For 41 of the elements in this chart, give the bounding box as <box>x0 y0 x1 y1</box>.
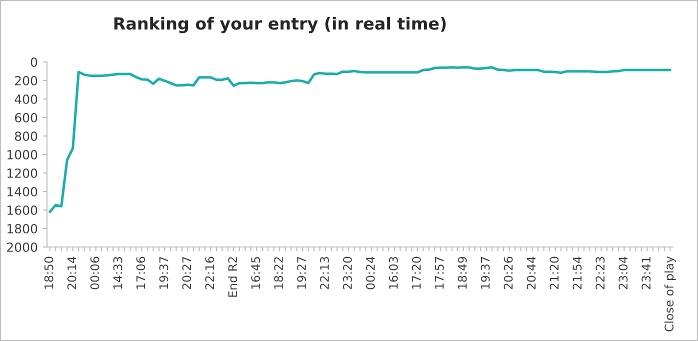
y-tick-label: 400 <box>14 94 38 104</box>
x-tick-label: 19:37 <box>159 257 168 289</box>
x-tick-label: 18:22 <box>274 257 284 289</box>
x-tick-label: 18:50 <box>44 256 54 289</box>
x-tick-label: 23:04 <box>618 256 628 290</box>
x-tick-label: 16:45 <box>251 257 260 289</box>
x-tick-label: 16:03 <box>388 256 398 289</box>
x-tick-label: 17:06 <box>136 256 146 289</box>
x-tick-label: 21:20 <box>550 256 559 290</box>
chart-title: Ranking of your entry (in real time) <box>114 16 446 34</box>
y-tick-label: 1800 <box>8 224 38 234</box>
y-tick-label: 600 <box>14 112 38 122</box>
x-tick-label: 00:24 <box>366 256 375 290</box>
x-tick-label: 22:13 <box>320 256 329 290</box>
x-tick-label: 17:57 <box>435 257 444 289</box>
x-tick-label: 21:54 <box>572 256 582 290</box>
line-series <box>48 66 672 214</box>
x-tick-label: 23:20 <box>343 256 352 290</box>
x-tick-label: 00:06 <box>90 256 100 290</box>
x-tick-label: 23:41 <box>642 257 651 290</box>
x-tick-label: End R2 <box>228 257 238 297</box>
x-tick-label: 22:23 <box>596 256 605 290</box>
x-tick-label: 20:14 <box>67 256 76 290</box>
x-tick-label: 14:33 <box>113 256 122 289</box>
x-tick-label: 18:49 <box>458 256 467 289</box>
x-tick-label: 20:27 <box>182 257 192 290</box>
y-tick-label: 1400 <box>8 186 38 196</box>
y-tick-label: 1000 <box>8 150 38 160</box>
x-tick-label: 22:16 <box>205 256 214 290</box>
x-tick-label: 20:44 <box>526 256 536 290</box>
x-tick-label: 17:20 <box>412 256 421 289</box>
x-tick-label: 20:26 <box>504 256 513 290</box>
y-tick-label: 0 <box>30 57 38 67</box>
y-tick-label: 1200 <box>8 168 38 178</box>
y-tick-label: 1600 <box>8 205 38 215</box>
y-tick-label: 2000 <box>7 242 38 252</box>
x-tick-label: 19:27 <box>297 257 306 289</box>
x-tick-label: Close of play <box>664 256 676 332</box>
y-tick-label: 200 <box>15 76 38 86</box>
x-tick-label: 19:37 <box>480 257 490 289</box>
y-tick-label: 800 <box>14 131 38 141</box>
